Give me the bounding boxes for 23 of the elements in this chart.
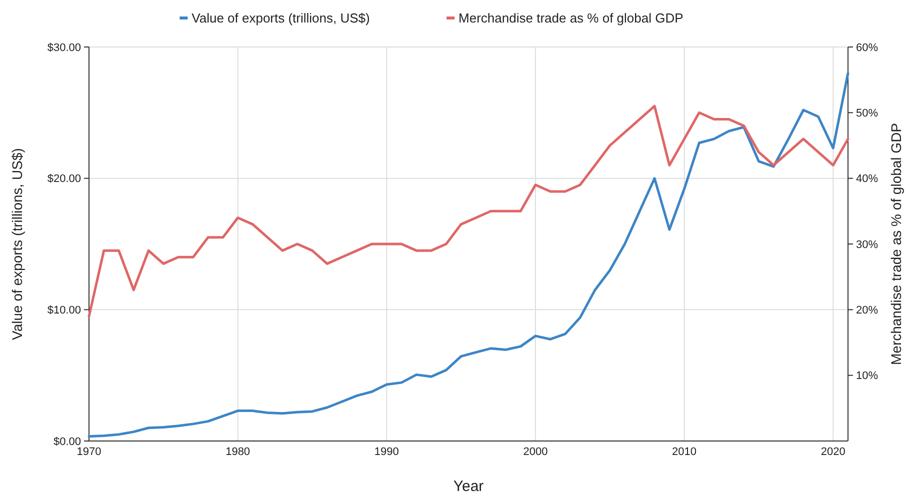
y-tick-label: $10.00: [47, 304, 81, 317]
legend-label: Merchandise trade as % of global GDP: [458, 10, 684, 26]
x-tick-label: 1980: [226, 446, 250, 458]
y-tick-label: $30.00: [47, 42, 81, 54]
y-tick-label: $20.00: [47, 173, 81, 186]
x-tick-label: 2000: [523, 446, 548, 458]
line-series: [88, 72, 850, 438]
x-tick-label: 1990: [374, 446, 399, 458]
y2-tick-label: 30%: [856, 238, 878, 251]
y-tick-label: $0.00: [53, 436, 81, 448]
y2-tick-label: 40%: [856, 173, 878, 186]
y2-tick-label: 50%: [856, 108, 878, 120]
x-axis-title: Year: [453, 478, 484, 494]
y2-tick-label: 10%: [856, 370, 878, 382]
x-tick-label: 2010: [672, 446, 697, 458]
y2-axis-title: Merchandise trade as % of global GDP: [888, 122, 904, 366]
y-axis-title: Value of exports (trillions, US$): [9, 148, 25, 340]
x-tick-label: 2020: [820, 446, 846, 458]
y2-tick-label: 20%: [856, 304, 878, 317]
line-series: [88, 104, 850, 318]
x-tick-label: 1970: [76, 446, 102, 458]
y2-tick-label: 60%: [856, 42, 878, 54]
legend-label: Value of exports (trillions, US$): [192, 10, 370, 26]
